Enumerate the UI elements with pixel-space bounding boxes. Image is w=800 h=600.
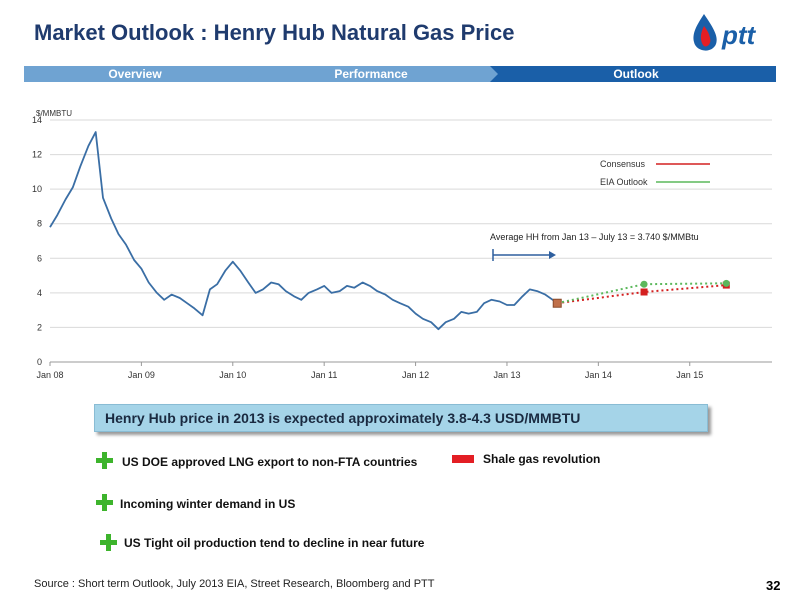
forecast-start-point: [552, 298, 562, 308]
chart-axes: 0 2 4 6 8 10 12 14 Jan 08 Jan 09 Jan 10 Jan 11 Jan 1…: [32, 109, 772, 380]
y-tick-label: 8: [37, 219, 42, 229]
page-title: Market Outlook : Henry Hub Natural Gas P…: [34, 20, 515, 45]
positive-factor-1: US DOE approved LNG export to non-FTA co…: [122, 455, 418, 469]
section-nav: [24, 66, 776, 82]
negative-factor-1: Shale gas revolution: [483, 452, 601, 466]
positive-factor-3: US Tight oil production tend to decline …: [124, 536, 425, 550]
positive-factor-2: Incoming winter demand in US: [120, 497, 296, 511]
nav-performance-shape: [244, 66, 500, 82]
logo-text: ptt: [721, 20, 757, 50]
nav-performance[interactable]: Performance: [334, 67, 408, 81]
consensus-point: [640, 288, 648, 296]
outlook-callout: Henry Hub price in 2013 is expected appr…: [94, 404, 708, 432]
average-price-annotation: Average HH from Jan 13 – July 13 = 3.740…: [490, 232, 699, 242]
nav-outlook[interactable]: Outlook: [613, 67, 659, 81]
x-tick-label: Jan 11: [311, 370, 337, 380]
y-tick-label: 4: [37, 288, 42, 298]
x-tick-label: Jan 08: [36, 370, 63, 380]
eia-point: [640, 280, 648, 288]
source-note: Source : Short term Outlook, July 2013 E…: [34, 578, 435, 590]
nav-overview-shape: [24, 66, 254, 82]
minus-icon: [452, 455, 474, 463]
y-tick-label: 6: [37, 253, 42, 263]
plus-icon: [100, 534, 117, 551]
plus-icon: [96, 494, 113, 511]
legend-label: EIA Outlook: [600, 177, 648, 187]
y-tick-label: 14: [32, 115, 42, 125]
nav-overview[interactable]: Overview: [108, 67, 162, 81]
x-tick-label: Jan 09: [128, 370, 155, 380]
plus-icon: [96, 452, 113, 469]
chart-annotation: Average HH from Jan 13 – July 13 = 3.740…: [490, 232, 699, 261]
chart-legend: Consensus EIA Outlook: [600, 159, 710, 187]
x-tick-label: Jan 10: [219, 370, 246, 380]
page-number: 32: [766, 578, 781, 593]
x-tick-label: Jan 13: [493, 370, 520, 380]
x-tick-label: Jan 12: [402, 370, 429, 380]
x-tick-label: Jan 15: [676, 370, 703, 380]
x-tick-label: Jan 14: [585, 370, 612, 380]
chart-grid: [50, 119, 772, 328]
chart-lines: [49, 131, 730, 331]
legend-label: Consensus: [600, 159, 646, 169]
nav-outlook-shape: [490, 66, 776, 82]
y-tick-label: 0: [37, 357, 42, 367]
annotation-arrowhead: [549, 251, 556, 259]
henry-hub-price-line: [49, 131, 558, 331]
y-axis-label: $/MMBTU: [36, 109, 72, 118]
y-tick-label: 2: [37, 322, 42, 332]
price-chart: 0 2 4 6 8 10 12 14 Jan 08 Jan 09 Jan 10 Jan 11 Jan 1…: [32, 109, 772, 380]
callout-text: Henry Hub price in 2013 is expected appr…: [105, 410, 581, 426]
ptt-logo: ptt: [693, 14, 757, 51]
eia-point: [722, 279, 730, 287]
y-tick-label: 10: [32, 184, 42, 194]
y-tick-label: 12: [32, 150, 42, 160]
